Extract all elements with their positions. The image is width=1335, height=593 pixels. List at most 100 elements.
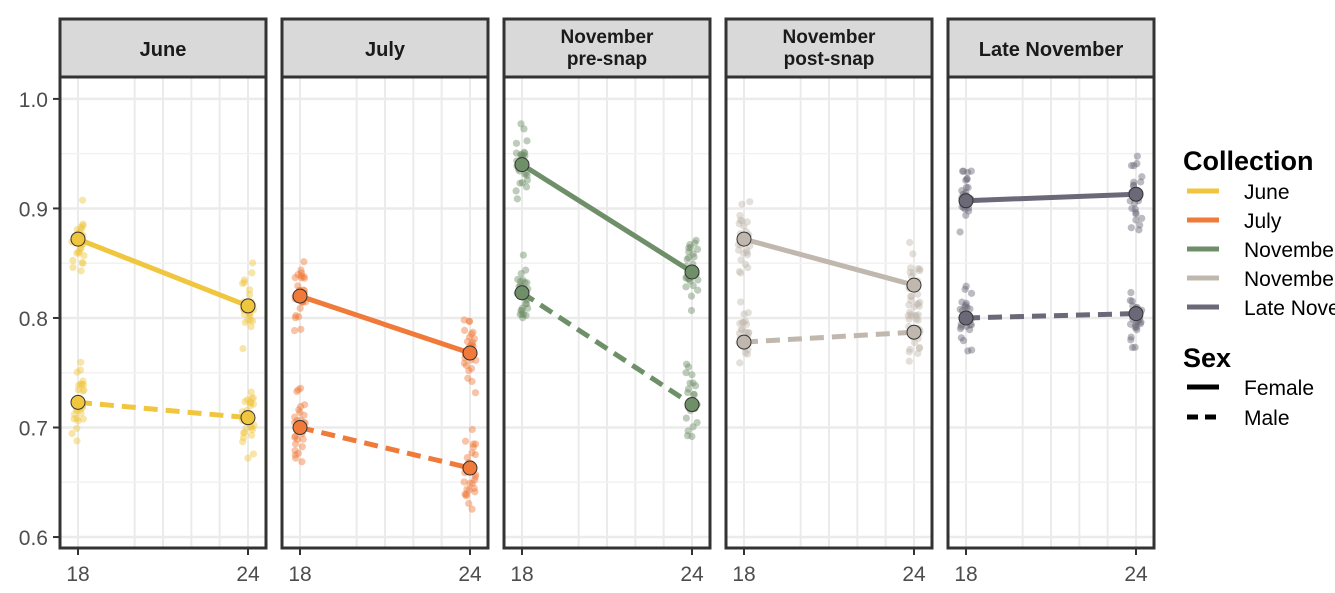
raw-point	[522, 266, 530, 274]
raw-point	[73, 424, 81, 432]
raw-point	[737, 269, 745, 277]
raw-point	[247, 316, 255, 324]
facet-strip	[58, 17, 268, 79]
raw-point	[914, 349, 922, 358]
raw-point	[688, 432, 696, 441]
raw-point	[248, 423, 256, 432]
raw-point	[684, 432, 692, 440]
raw-point	[291, 413, 299, 421]
raw-point	[519, 314, 527, 322]
raw-point	[79, 220, 87, 228]
raw-point	[737, 326, 745, 334]
raw-point	[1136, 320, 1144, 328]
raw-point	[909, 269, 917, 277]
raw-point	[958, 298, 966, 306]
raw-point	[517, 120, 525, 128]
panel-border	[724, 75, 934, 550]
raw-point	[469, 328, 477, 336]
raw-point	[1128, 204, 1136, 213]
raw-point	[514, 275, 522, 284]
panel-border	[58, 75, 268, 550]
y-tick-label: 0.9	[19, 198, 48, 221]
raw-point	[524, 304, 532, 312]
raw-point	[741, 260, 750, 268]
raw-point	[1132, 208, 1140, 217]
facet-strip	[280, 17, 490, 79]
raw-point	[743, 350, 752, 358]
raw-point	[73, 437, 81, 445]
raw-point	[913, 300, 922, 309]
male-mean-point	[292, 420, 308, 436]
raw-point	[965, 207, 973, 215]
raw-point	[300, 258, 308, 266]
raw-point	[740, 310, 748, 318]
raw-point	[471, 473, 479, 481]
raw-point	[959, 167, 967, 175]
raw-point	[1131, 323, 1139, 331]
raw-point	[740, 222, 748, 230]
raw-point	[293, 387, 301, 396]
x-tick-label: 18	[288, 563, 311, 586]
raw-point	[684, 385, 693, 393]
raw-point	[962, 176, 970, 184]
raw-point	[1130, 178, 1138, 186]
raw-point	[240, 276, 248, 284]
female-mean-point	[684, 264, 700, 280]
raw-point	[962, 211, 970, 219]
raw-point	[683, 255, 691, 263]
panel-border	[280, 75, 490, 550]
raw-point	[291, 433, 299, 441]
raw-point	[907, 292, 916, 300]
raw-point	[906, 345, 914, 353]
raw-point	[1128, 343, 1137, 352]
raw-point	[956, 325, 965, 333]
male-mean-point	[906, 324, 922, 340]
raw-point	[242, 424, 250, 432]
facet-panel: June 18 24	[58, 17, 268, 586]
raw-point	[907, 296, 915, 305]
raw-point	[471, 476, 479, 484]
raw-point	[297, 266, 305, 274]
raw-point	[290, 326, 299, 335]
raw-point	[512, 139, 521, 147]
facet-label: November	[561, 27, 655, 48]
male-mean-point	[736, 334, 752, 350]
x-tick-label: 18	[732, 563, 755, 586]
legend-title-collection: Collection	[1183, 146, 1314, 176]
raw-point	[463, 453, 471, 462]
raw-point	[291, 440, 300, 448]
raw-point	[69, 256, 77, 265]
raw-point	[904, 312, 912, 320]
raw-point	[77, 245, 85, 253]
raw-point	[244, 396, 252, 404]
raw-point	[1133, 159, 1141, 168]
y-tick-label: 1.0	[19, 89, 48, 112]
raw-point	[743, 218, 751, 226]
raw-point	[689, 379, 697, 387]
raw-point	[1127, 161, 1136, 170]
raw-point	[240, 278, 248, 287]
raw-point	[460, 326, 469, 334]
male-mean-line	[520, 290, 694, 407]
male-mean-line	[77, 399, 249, 421]
legend-label-sex: Female	[1244, 377, 1314, 400]
raw-point	[518, 304, 527, 312]
raw-point	[522, 311, 530, 319]
raw-point	[516, 310, 524, 319]
raw-point	[736, 211, 744, 220]
raw-point	[685, 254, 693, 262]
raw-point	[964, 168, 972, 177]
raw-point	[682, 283, 690, 291]
raw-point	[519, 251, 527, 259]
male-mean-point	[514, 285, 530, 301]
x-tick-label: 18	[66, 563, 89, 586]
raw-point	[686, 379, 694, 387]
raw-point	[735, 329, 744, 337]
raw-point	[682, 369, 690, 377]
raw-point	[239, 438, 247, 446]
raw-point	[520, 148, 528, 156]
raw-point	[742, 328, 750, 336]
raw-point	[691, 239, 699, 247]
raw-point	[79, 377, 87, 385]
